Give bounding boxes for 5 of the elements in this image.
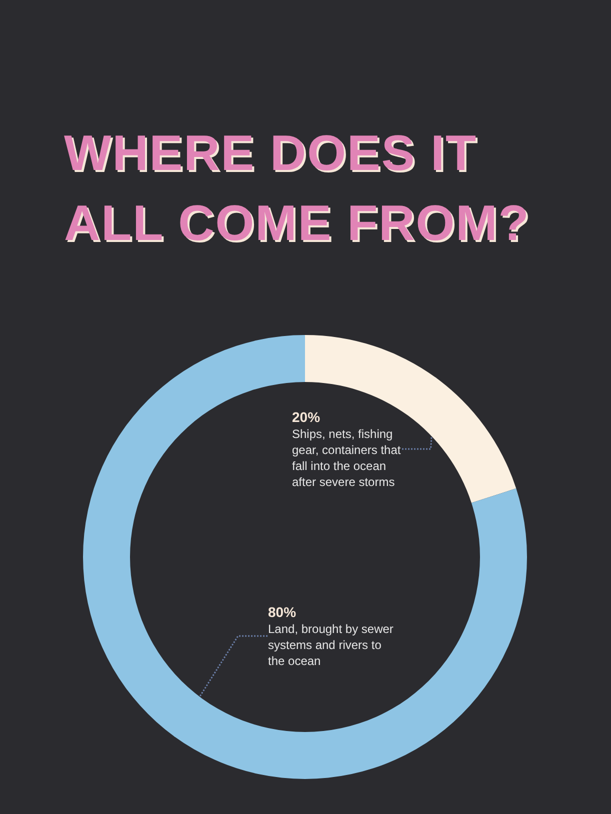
chart-title: WHERE DOES IT ALL COME FROM?	[64, 124, 531, 253]
data-label: 20%	[292, 409, 321, 425]
slice-label: Land, brought by sewer systems and rivers to the ocean	[268, 622, 394, 668]
data-label: 80%	[268, 604, 297, 620]
slice-label: Ships, nets, fishing gear, containers that fall into the ocean after severe storms	[292, 427, 402, 489]
